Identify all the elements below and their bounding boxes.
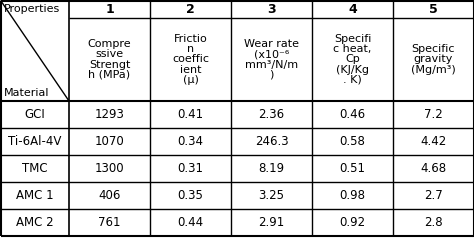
Text: Specific: Specific	[412, 44, 455, 54]
Text: Compre: Compre	[88, 39, 131, 49]
Text: AMC 2: AMC 2	[16, 216, 54, 229]
Text: 7.2: 7.2	[424, 108, 443, 121]
Text: 4.42: 4.42	[420, 135, 447, 148]
Text: 4: 4	[348, 3, 357, 16]
Text: c heat,: c heat,	[333, 44, 372, 54]
Text: gravity: gravity	[414, 54, 453, 65]
Text: ient: ient	[180, 65, 201, 75]
Text: ): )	[269, 70, 273, 80]
Text: 1070: 1070	[95, 135, 124, 148]
Text: 8.19: 8.19	[258, 162, 284, 175]
Text: 3.25: 3.25	[258, 189, 284, 202]
Text: 2.8: 2.8	[424, 216, 443, 229]
Text: Frictio: Frictio	[173, 34, 207, 44]
Text: 0.51: 0.51	[339, 162, 365, 175]
Text: n: n	[187, 44, 194, 54]
Text: AMC 1: AMC 1	[16, 189, 54, 202]
Text: Specifi: Specifi	[334, 34, 371, 44]
Text: Cp: Cp	[345, 54, 360, 65]
Text: 2.91: 2.91	[258, 216, 284, 229]
Text: Wear rate: Wear rate	[244, 39, 299, 49]
Text: 0.46: 0.46	[339, 108, 365, 121]
Text: 2: 2	[186, 3, 195, 16]
Text: 3: 3	[267, 3, 276, 16]
Text: 0.92: 0.92	[339, 216, 365, 229]
Text: 5: 5	[429, 3, 438, 16]
Text: 1293: 1293	[94, 108, 125, 121]
Text: 1300: 1300	[95, 162, 124, 175]
Text: (x10⁻⁶: (x10⁻⁶	[254, 49, 289, 59]
Text: 0.44: 0.44	[177, 216, 203, 229]
Text: ssive: ssive	[95, 49, 124, 59]
Text: 0.35: 0.35	[178, 189, 203, 202]
Text: 761: 761	[98, 216, 121, 229]
Text: 0.31: 0.31	[177, 162, 203, 175]
Text: . K): . K)	[343, 75, 362, 85]
Text: 406: 406	[98, 189, 121, 202]
Text: (KJ/Kg: (KJ/Kg	[336, 65, 369, 75]
Text: 4.68: 4.68	[420, 162, 447, 175]
Text: (Mg/m³): (Mg/m³)	[411, 65, 456, 75]
Text: Properties: Properties	[4, 4, 60, 14]
Text: 2.36: 2.36	[258, 108, 284, 121]
Text: 1: 1	[105, 3, 114, 16]
Text: 0.34: 0.34	[177, 135, 203, 148]
Text: 246.3: 246.3	[255, 135, 288, 148]
Text: 0.41: 0.41	[177, 108, 203, 121]
Text: 2.7: 2.7	[424, 189, 443, 202]
Text: mm³/N/m: mm³/N/m	[245, 60, 298, 70]
Text: GCI: GCI	[25, 108, 46, 121]
Text: h (MPa): h (MPa)	[89, 70, 130, 80]
Text: Strengt: Strengt	[89, 60, 130, 70]
Text: Material: Material	[4, 88, 49, 98]
Text: coeffic: coeffic	[172, 54, 209, 65]
Text: 0.58: 0.58	[339, 135, 365, 148]
Text: TMC: TMC	[22, 162, 48, 175]
Text: (μ): (μ)	[182, 75, 199, 85]
Text: 0.98: 0.98	[339, 189, 365, 202]
Text: Ti-6Al-4V: Ti-6Al-4V	[9, 135, 62, 148]
